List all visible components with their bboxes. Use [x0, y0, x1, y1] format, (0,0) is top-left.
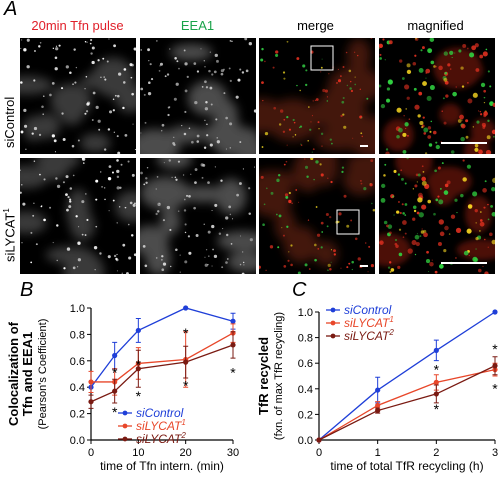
micrograph-silycat-magnified	[379, 158, 495, 274]
col-label-magnified: magnified	[378, 18, 493, 33]
data-point	[492, 309, 497, 314]
panel-c-letter: C	[292, 279, 307, 301]
x-tick-label: 3	[492, 447, 498, 459]
micrograph-silycat-tfn	[20, 158, 136, 274]
x-tick-label: 10	[132, 447, 144, 459]
y-tick-label: 0.0	[70, 435, 85, 447]
significance-marker: *	[183, 378, 189, 394]
data-point	[492, 363, 497, 368]
y-tick-label: 1.0	[298, 307, 313, 319]
col-label-merge: merge	[258, 18, 373, 33]
row-label-silycat: siLYCAT1	[2, 208, 17, 262]
x-tick-label: 0	[88, 447, 94, 459]
y-axis-label: Colocalization of	[6, 321, 21, 426]
x-tick-label: 1	[375, 447, 381, 459]
legend-marker	[331, 308, 336, 313]
data-point	[434, 348, 439, 353]
y-tick-label: 1.0	[70, 303, 85, 315]
y-tick-label: 0.2	[298, 409, 313, 421]
data-point	[434, 391, 439, 396]
significance-marker: *	[492, 381, 498, 397]
series-line	[319, 370, 495, 440]
panel-a-letter: A	[4, 0, 17, 21]
data-point	[112, 353, 117, 358]
x-tick-label: 20	[180, 447, 192, 459]
micrograph-sicontrol-merge	[259, 38, 375, 154]
x-axis-label: time of Tfn intern. (min)	[100, 459, 224, 473]
chart-c-tfr-recycled: C 0.0 0.2 0.4 0.6 0.8 1.0 0 1 2 3 time of total TfR…	[250, 278, 500, 491]
data-point	[112, 389, 117, 394]
y-tick-label: 0.6	[298, 358, 313, 370]
legend-entry: siControl	[136, 406, 184, 420]
y-tick-label: 0.8	[298, 333, 313, 345]
data-point	[136, 328, 141, 333]
legend-marker	[331, 334, 336, 339]
significance-marker: *	[112, 404, 118, 420]
data-point	[316, 437, 321, 442]
significance-marker: *	[492, 341, 498, 357]
significance-marker: *	[434, 361, 440, 377]
data-point	[375, 387, 380, 392]
data-point	[230, 342, 235, 347]
data-point	[375, 408, 380, 413]
x-axis-label: time of total TfR recycling (h)	[330, 459, 483, 473]
micrograph-silycat-eea1	[140, 158, 256, 274]
x-tick-label: 0	[316, 447, 322, 459]
micrograph-sicontrol-tfn	[20, 38, 136, 154]
y-tick-label: 0.4	[70, 382, 85, 394]
x-tick-label: 30	[227, 447, 239, 459]
legend-entry: siLYCAT1	[344, 315, 394, 330]
legend-marker	[123, 437, 128, 442]
significance-marker: *	[136, 356, 142, 372]
legend-entry: siControl	[344, 303, 392, 317]
row-label-silycat-text: siLYCAT	[2, 213, 17, 262]
series-line	[319, 366, 495, 440]
significance-marker: *	[136, 388, 142, 404]
col-label-tfn: 20min Tfn pulse	[20, 18, 135, 33]
legend-entry: siLYCAT2	[136, 431, 186, 446]
legend-entry: siLYCAT1	[136, 418, 186, 433]
y-tick-label: 0.8	[70, 329, 85, 341]
legend-marker	[123, 411, 128, 416]
legend-entry: siLYCAT2	[344, 328, 394, 343]
y-tick-label: 0.4	[298, 384, 313, 396]
micrograph-silycat-merge	[259, 158, 375, 274]
y-axis-label: Tfn and EEA1	[20, 332, 35, 417]
significance-marker: *	[112, 364, 118, 380]
row-label-silycat-sup: 1	[2, 208, 11, 212]
x-tick-label: 2	[433, 447, 439, 459]
legend-marker	[331, 321, 336, 326]
panel-b-letter: B	[20, 279, 33, 301]
significance-marker: *	[434, 401, 440, 417]
significance-marker: *	[230, 364, 236, 380]
data-point	[88, 399, 93, 404]
significance-marker: *	[183, 325, 189, 341]
data-point	[230, 319, 235, 324]
data-point	[183, 305, 188, 310]
col-label-eea1: EEA1	[140, 18, 255, 33]
y-axis-label: (fxn. of max TfR recycling)	[273, 312, 285, 440]
data-point	[434, 380, 439, 385]
y-tick-label: 0.2	[70, 409, 85, 421]
data-point	[375, 403, 380, 408]
y-tick-label: 0.0	[298, 435, 313, 447]
y-axis-label: (Pearson's Coefficient)	[37, 319, 49, 430]
y-tick-label: 0.6	[70, 356, 85, 368]
data-point	[88, 379, 93, 384]
micrograph-sicontrol-magnified	[379, 38, 495, 154]
data-point	[183, 360, 188, 365]
legend-marker	[123, 424, 128, 429]
micrograph-sicontrol-eea1	[140, 38, 256, 154]
y-axis-label: TfR recycled	[256, 337, 271, 415]
row-label-sicontrol: siControl	[2, 97, 17, 148]
